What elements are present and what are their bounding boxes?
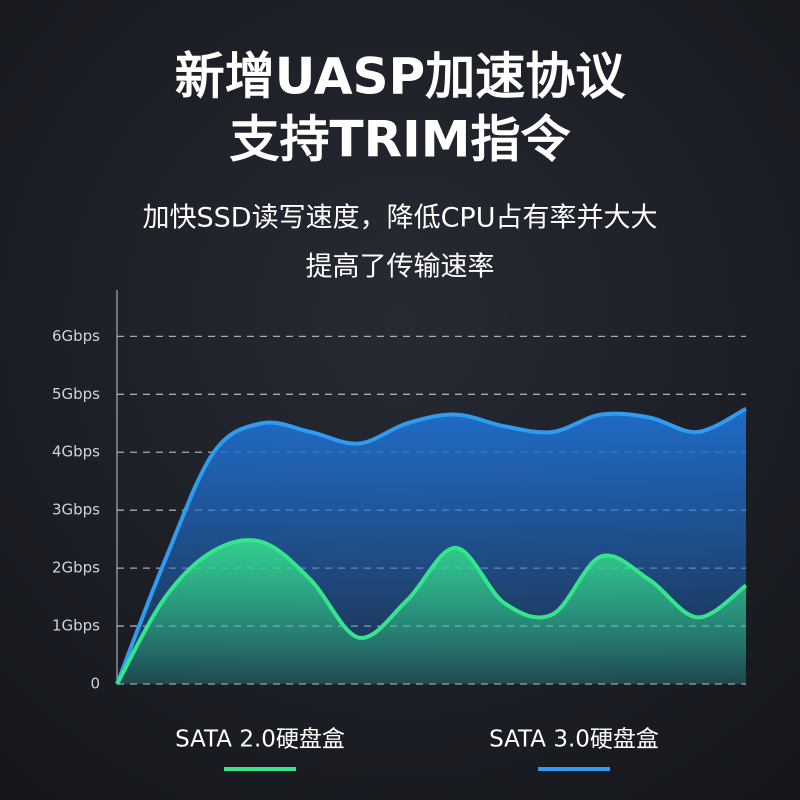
title-line: 新增UASP加速协议 [175, 48, 626, 106]
y-tick-label: 6Gbps [52, 327, 100, 345]
y-tick-label: 1Gbps [52, 617, 100, 635]
y-tick-label: 4Gbps [52, 443, 100, 461]
line [115, 406, 747, 685]
line [115, 538, 748, 685]
legend-label: SATA 2.0硬盘盒 [175, 727, 345, 753]
y-tick-label: 0 [90, 675, 100, 693]
area [117, 540, 746, 684]
legend-swatch [224, 767, 296, 771]
subtitle-line: 加快SSD读写速度，降低CPU占有率并大大 [143, 203, 658, 234]
legend-label: SATA 3.0硬盘盒 [489, 727, 659, 753]
y-tick-label: 5Gbps [52, 385, 100, 403]
title-line: 支持TRIM指令 [230, 111, 572, 169]
subtitle-line: 提高了传输速率 [306, 252, 495, 283]
y-tick-label: 3Gbps [52, 501, 100, 519]
y-tick-label: 2Gbps [52, 559, 100, 577]
legend-swatch [538, 767, 610, 771]
